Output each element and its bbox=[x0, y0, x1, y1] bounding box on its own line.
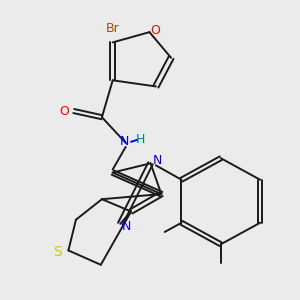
Text: O: O bbox=[59, 105, 69, 118]
Text: Br: Br bbox=[106, 22, 120, 34]
Text: S: S bbox=[53, 245, 62, 260]
Text: N: N bbox=[152, 154, 162, 167]
Text: N: N bbox=[122, 220, 131, 233]
Text: O: O bbox=[150, 24, 160, 37]
Text: H: H bbox=[136, 133, 146, 146]
Text: N: N bbox=[120, 135, 129, 148]
